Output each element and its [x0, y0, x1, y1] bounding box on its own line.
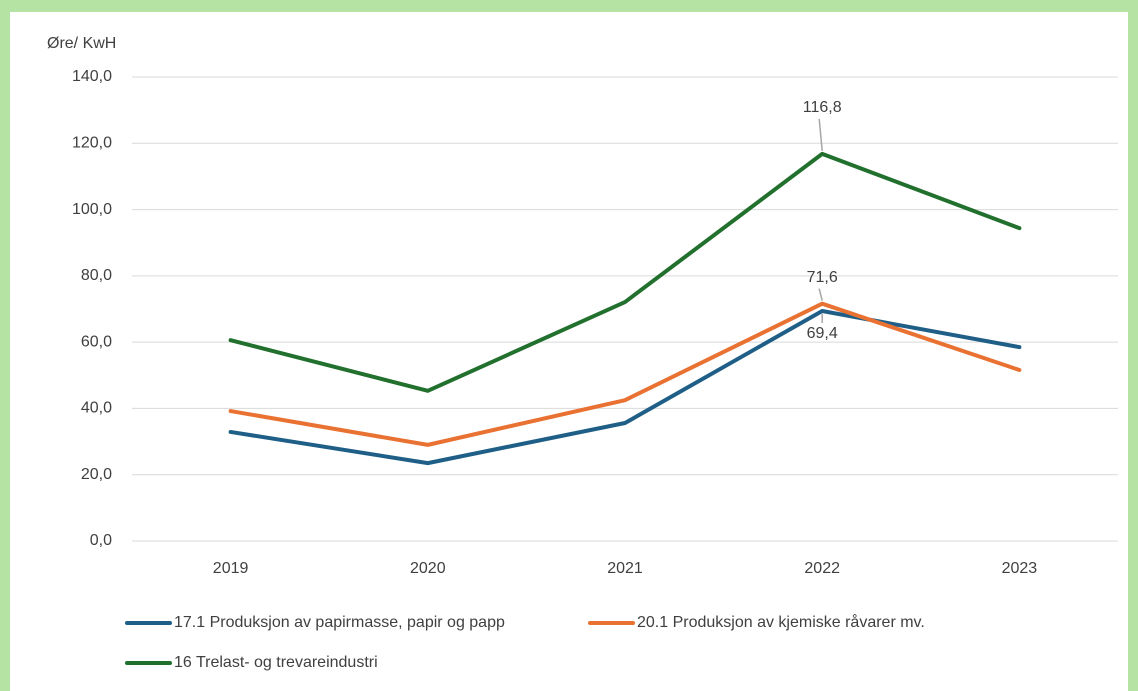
series-line [228, 301, 1022, 447]
y-tick-label: 20,0 [81, 466, 112, 483]
y-tick-label: 80,0 [81, 267, 112, 284]
legend-label: 17.1 Produksjon av papirmasse, papir og … [174, 614, 505, 631]
y-tick-label: 140,0 [72, 68, 112, 85]
y-axis-title: Øre/ KwH [47, 35, 116, 52]
y-tick-label: 0,0 [90, 532, 112, 549]
legend-label: 16 Trelast- og trevareindustri [174, 654, 378, 671]
y-tick-label: 40,0 [81, 400, 112, 417]
data-label: 69,4 [807, 325, 838, 342]
y-tick-label: 60,0 [81, 333, 112, 350]
panel [10, 12, 1128, 691]
x-tick-label: 2020 [410, 560, 446, 577]
series-line [228, 151, 1022, 393]
data-label: 116,8 [803, 99, 842, 116]
x-tick-label: 2019 [213, 560, 249, 577]
leader-line [818, 118, 823, 151]
legend-label: 20.1 Produksjon av kjemiske råvarer mv. [637, 613, 925, 631]
data-label: 71,6 [807, 269, 838, 286]
x-tick-label: 2022 [804, 560, 840, 577]
x-tick-label: 2023 [1002, 560, 1038, 577]
y-tick-label: 120,0 [72, 135, 112, 152]
leader-line [818, 288, 823, 301]
x-tick-label: 2021 [607, 560, 643, 577]
y-tick-label: 100,0 [72, 201, 112, 218]
series-line [228, 308, 1022, 466]
